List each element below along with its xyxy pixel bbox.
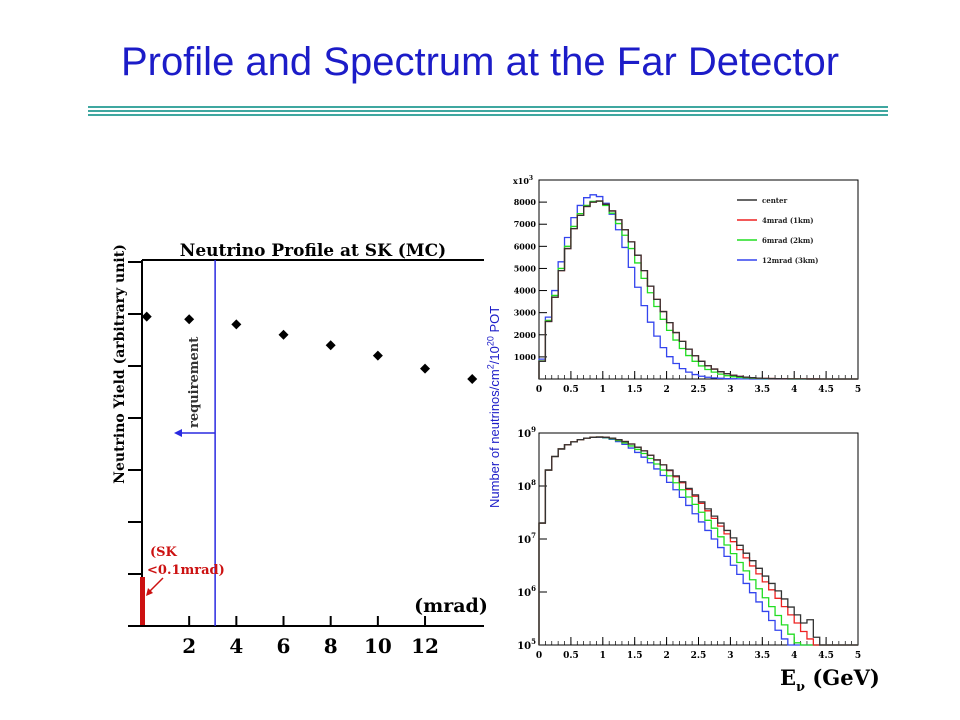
spectrum-log-x-tick-label: 4 xyxy=(791,651,797,661)
spectrum-linear-x-tick-label: 3.5 xyxy=(754,385,770,395)
profile-title: Neutrino Profile at SK (MC) xyxy=(180,241,446,261)
spectrum-x-axis-label: Eν (GeV) xyxy=(780,665,880,695)
profile-data-point xyxy=(325,340,336,351)
spectrum-linear: 0 0.5 1 1.5 2 2.5 3 3.5 4 4.5 5 1000 2000 3000 4000 500… xyxy=(513,175,861,395)
spectrum-linear-x-tick-label: 1.5 xyxy=(627,385,643,395)
spectrum-log-x-tick-label: 2.5 xyxy=(691,651,707,661)
sk-range-bar xyxy=(140,577,145,625)
profile-x-tick-label: 4 xyxy=(229,634,243,658)
spectrum-linear-x-tick-label: 0.5 xyxy=(563,385,579,395)
spectrum-linear-y-tick-label: 6000 xyxy=(514,241,537,251)
spectrum-linear-y-tick-label: 8000 xyxy=(514,197,537,207)
profile-data-point xyxy=(372,350,383,361)
profile-x-tick-label: 2 xyxy=(182,634,196,658)
spectrum-log-series-line xyxy=(538,436,858,646)
spectrum-linear-x-tick-label: 3 xyxy=(727,385,733,395)
spectrum-log-x-tick-label: 3.5 xyxy=(754,651,770,661)
spectrum-log-frame xyxy=(538,432,859,646)
spectrum-log-x-tick-label: 1 xyxy=(600,651,606,661)
spectrum-log-x-tick-label: 3 xyxy=(727,651,733,661)
spectrum-legend: center 4mrad (1km) 6mrad (2km) 12mrad (3km) xyxy=(737,196,818,265)
spectrum-linear-y-tick-label: 2000 xyxy=(514,330,537,340)
spectrum-log-x-tick-label: 0 xyxy=(536,651,542,661)
spectrum-log-x-tick-label: 0.5 xyxy=(563,651,579,661)
spectrum-linear-x-tick-label: 5 xyxy=(855,385,861,395)
spectrum-log-y-tick-label: 106 xyxy=(517,584,536,599)
profile-data-point xyxy=(420,363,431,374)
profile-data-point xyxy=(231,319,242,330)
profile-chart: 2 4 6 8 10 12 Neutrino Profile at SK (MC) (mrad… xyxy=(112,241,488,658)
spectrum-linear-x-tick-label: 1 xyxy=(600,385,606,395)
spectrum-linear-y-tick-label: 1000 xyxy=(514,352,537,362)
profile-x-axis-label: (mrad) xyxy=(414,595,488,617)
spectrum-y-axis-label: Number of neutrinos/cm2/1020 POT xyxy=(486,305,503,508)
spectrum-log-series-line xyxy=(538,436,858,646)
spectrum-log-y-tick-label: 109 xyxy=(517,425,536,440)
sk-arrowhead xyxy=(146,588,153,596)
legend-label: 6mrad (2km) xyxy=(762,236,814,245)
profile-data-point xyxy=(278,329,289,340)
spectrum-log-y-tick-label: 107 xyxy=(517,531,536,546)
spectrum-linear-x-tick-label: 0 xyxy=(536,385,542,395)
spectrum-log-x-tick-label: 4.5 xyxy=(818,651,834,661)
spectrum-log-x-tick-label: 1.5 xyxy=(627,651,643,661)
spectrum-linear-y-tick-label: 4000 xyxy=(514,286,537,296)
requirement-arrowhead xyxy=(174,429,182,437)
spectrum-linear-x-tick-label: 2 xyxy=(663,385,669,395)
legend-label: 12mrad (3km) xyxy=(762,256,818,265)
profile-data-point xyxy=(141,311,152,322)
spectrum-log-x-tick-label: 2 xyxy=(663,651,669,661)
spectrum-linear-y-multiplier: x103 xyxy=(513,175,533,186)
legend-label: center xyxy=(762,196,787,205)
spectrum-linear-series-line xyxy=(538,200,858,380)
spectrum-linear-x-tick-label: 2.5 xyxy=(691,385,707,395)
spectrum-linear-x-tick-label: 4.5 xyxy=(818,385,834,395)
sk-arrow xyxy=(148,577,164,593)
page-title: Profile and Spectrum at the Far Detector xyxy=(120,40,840,84)
profile-data-point xyxy=(184,314,195,325)
spectrum-log-series-line xyxy=(538,436,858,646)
profile-x-tick-label: 12 xyxy=(411,634,439,658)
profile-x-tick-label: 10 xyxy=(364,634,392,658)
spectrum-linear-series-line xyxy=(538,200,858,380)
legend-label: 4mrad (1km) xyxy=(762,216,814,225)
title-divider xyxy=(88,106,888,120)
spectrum-linear-series-line xyxy=(538,200,858,380)
sk-label-line1: (SK xyxy=(150,545,178,560)
spectrum-log-x-tick-label: 5 xyxy=(855,651,861,661)
spectrum-log: 0 0.5 1 1.5 2 2.5 3 3.5 4 4.5 5 105 106 107 108 109 Eν (… xyxy=(517,425,880,695)
spectrum-linear-y-tick-label: 7000 xyxy=(514,219,537,229)
spectrum-linear-x-tick-label: 4 xyxy=(791,385,797,395)
profile-x-tick-label: 6 xyxy=(277,634,291,658)
spectrum-log-series-line xyxy=(538,436,858,646)
profile-data-point xyxy=(467,374,478,384)
profile-x-tick-label: 8 xyxy=(324,634,338,658)
spectrum-linear-frame xyxy=(538,179,859,380)
spectrum-log-y-tick-label: 105 xyxy=(517,637,536,652)
requirement-label: requirement xyxy=(187,337,202,428)
spectrum-log-y-tick-label: 108 xyxy=(517,478,536,493)
spectrum-linear-y-tick-label: 5000 xyxy=(514,263,537,273)
spectrum-linear-y-tick-label: 3000 xyxy=(514,308,537,318)
sk-label-line2: <0.1mrad) xyxy=(147,563,225,578)
profile-y-axis-label: Neutrino Yield (arbitrary unit) xyxy=(112,244,128,484)
